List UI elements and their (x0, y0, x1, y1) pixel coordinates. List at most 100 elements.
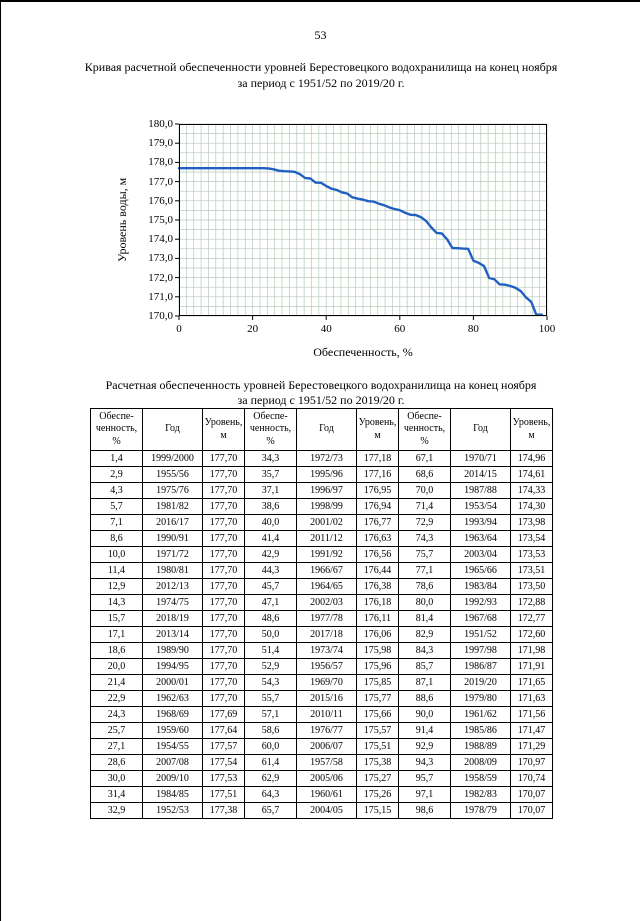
table-cell: 50,0 (244, 626, 297, 643)
table-cell: 177,70 (202, 514, 245, 531)
table-cell: 4,3 (90, 482, 143, 499)
table-cell: 176,18 (356, 594, 399, 611)
table-header-cell: Уровень, м (202, 408, 245, 451)
probability-curve-chart (175, 123, 548, 320)
table-cell: 177,70 (202, 530, 245, 547)
chart-title-line2: за период с 1951/52 по 2019/20 г. (237, 75, 405, 90)
table-cell: 44,3 (244, 562, 297, 579)
table-cell: 177,70 (202, 674, 245, 691)
table-cell: 1965/66 (450, 562, 511, 579)
table-cell: 176,11 (356, 610, 399, 627)
table-cell: 175,96 (356, 658, 399, 675)
table-row: 25,7 1959/60 177,64 58,6 1976/77 175,57 91,4 19… (90, 722, 553, 739)
page-number: 53 (314, 28, 327, 42)
table-cell: 1991/92 (296, 546, 357, 563)
y-tick-label: 174,0 (148, 233, 173, 246)
table-cell: 27,1 (90, 738, 143, 755)
table-cell: 58,6 (244, 722, 297, 739)
table-cell: 15,7 (90, 610, 143, 627)
table-row: 18,6 1989/90 177,70 51,4 1973/74 175,98 84,3 19… (90, 642, 553, 659)
table-cell: 177,70 (202, 546, 245, 563)
y-tick-label: 180,0 (148, 118, 173, 130)
table-cell: 177,64 (202, 722, 245, 739)
table-cell: 1992/93 (450, 594, 511, 611)
table-cell: 2006/07 (296, 738, 357, 755)
table-cell: 2013/14 (142, 626, 203, 643)
table-cell: 1982/83 (450, 786, 511, 803)
table-cell: 32,9 (90, 802, 143, 819)
table-cell: 1975/76 (142, 482, 203, 499)
table-cell: 52,9 (244, 658, 297, 675)
table-cell: 64,3 (244, 786, 297, 803)
table-row: 5,7 1981/82 177,70 38,6 1998/99 176,94 71,4 195… (90, 498, 553, 515)
table-cell: 176,06 (356, 626, 399, 643)
table-cell: 1967/68 (450, 610, 511, 627)
table-row: 11,4 1980/81 177,70 44,3 1966/67 176,44 77,1 19… (90, 562, 553, 579)
table-cell: 24,3 (90, 706, 143, 723)
table-cell: 177,70 (202, 594, 245, 611)
table-cell: 173,98 (510, 514, 553, 531)
table-cell: 30,0 (90, 770, 143, 787)
table-cell: 171,65 (510, 674, 553, 691)
table-cell: 177,70 (202, 658, 245, 675)
table-cell: 173,53 (510, 546, 553, 563)
table-cell: 176,95 (356, 482, 399, 499)
table-cell: 31,4 (90, 786, 143, 803)
x-tick-label: 0 (176, 323, 182, 335)
table-cell: 62,9 (244, 770, 297, 787)
table-cell: 75,7 (398, 546, 451, 563)
table-cell: 1983/84 (450, 578, 511, 595)
table-cell: 2,9 (90, 466, 143, 483)
table-cell: 2005/06 (296, 770, 357, 787)
table-row: 20,0 1994/95 177,70 52,9 1956/57 175,96 85,7 19… (90, 658, 553, 675)
table-cell: 177,69 (202, 706, 245, 723)
x-tick-label: 100 (538, 323, 556, 335)
table-cell: 1993/94 (450, 514, 511, 531)
table-cell: 2008/09 (450, 754, 511, 771)
table-cell: 14,3 (90, 594, 143, 611)
table-cell: 80,0 (398, 594, 451, 611)
table-cell: 174,33 (510, 482, 553, 499)
table-row: 28,6 2007/08 177,54 61,4 1957/58 175,38 94,3 20… (90, 754, 553, 771)
table-cell: 2012/13 (142, 578, 203, 595)
chart-title-line1: Кривая расчетной обеспеченности уровней … (84, 60, 558, 74)
table-cell: 94,3 (398, 754, 451, 771)
table-cell: 175,85 (356, 674, 399, 691)
y-tick-label: 172,0 (148, 271, 173, 284)
table-cell: 1957/58 (296, 754, 357, 771)
table-cell: 172,88 (510, 594, 553, 611)
y-axis-title: Уровень воды, м (115, 177, 129, 263)
table-cell: 61,4 (244, 754, 297, 771)
table-cell: 18,6 (90, 642, 143, 659)
table-cell: 177,70 (202, 690, 245, 707)
table-cell: 60,0 (244, 738, 297, 755)
table-cell: 177,70 (202, 642, 245, 659)
table-cell: 175,51 (356, 738, 399, 755)
table-row: 12,9 2012/13 177,70 45,7 1964/65 176,38 78,6 19… (90, 578, 553, 595)
table-cell: 67,1 (398, 450, 451, 467)
table-cell: 2001/02 (296, 514, 357, 531)
table-cell: 1981/82 (142, 498, 203, 515)
table-cell: 5,7 (90, 498, 143, 515)
table-cell: 65,7 (244, 802, 297, 819)
table-cell: 72,9 (398, 514, 451, 531)
table-row: 4,3 1975/76 177,70 37,1 1996/97 176,95 70,0 198… (90, 482, 553, 499)
table-cell: 1973/74 (296, 642, 357, 659)
table-cell: 1970/71 (450, 450, 511, 467)
table-cell: 88,6 (398, 690, 451, 707)
table-cell: 1964/65 (296, 578, 357, 595)
table-cell: 177,18 (356, 450, 399, 467)
table-cell: 2015/16 (296, 690, 357, 707)
table-cell: 2014/15 (450, 466, 511, 483)
table-row: 7,1 2016/17 177,70 40,0 2001/02 176,77 72,9 199… (90, 514, 553, 531)
table-cell: 74,3 (398, 530, 451, 547)
table-cell: 91,4 (398, 722, 451, 739)
table-cell: 1989/90 (142, 642, 203, 659)
table-cell: 2002/03 (296, 594, 357, 611)
table-cell: 170,07 (510, 786, 553, 803)
table-cell: 174,30 (510, 498, 553, 515)
table-cell: 174,61 (510, 466, 553, 483)
table-row: 10,0 1971/72 177,70 42,9 1991/92 176,56 75,7 20… (90, 546, 553, 563)
table-cell: 1974/75 (142, 594, 203, 611)
